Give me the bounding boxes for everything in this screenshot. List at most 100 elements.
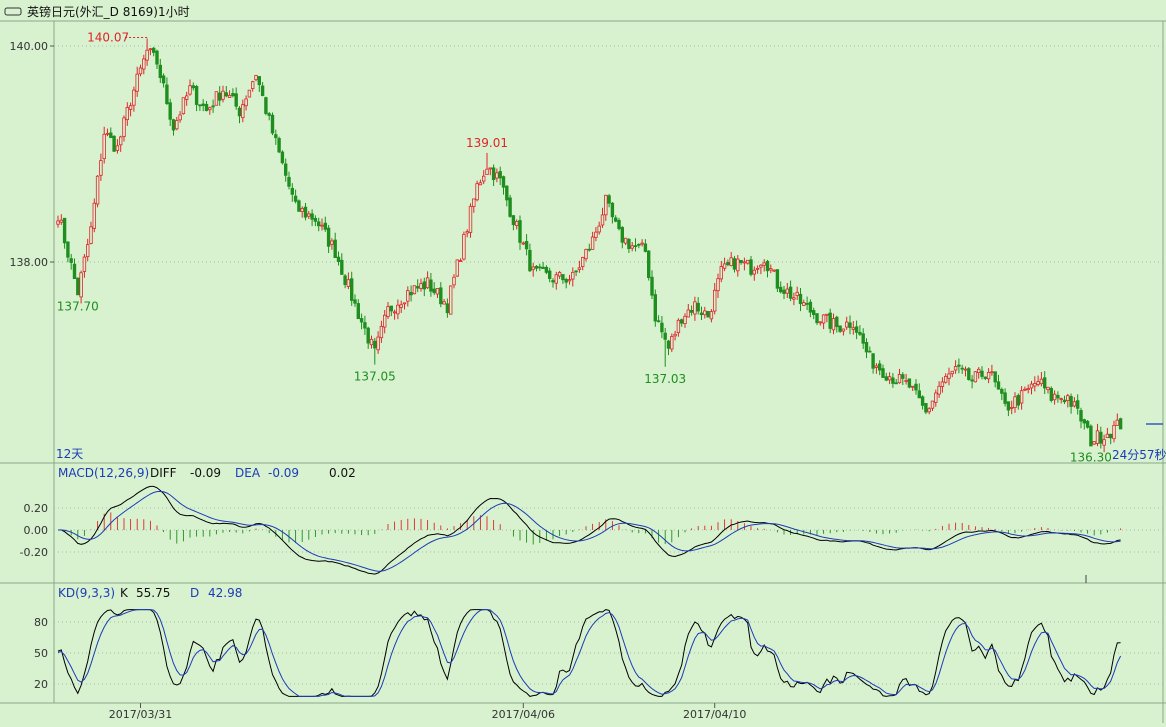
- candle-body: [303, 206, 308, 218]
- candle-body: [947, 373, 951, 379]
- candle-body: [452, 276, 456, 286]
- candle-body: [382, 314, 387, 328]
- candle-body: [237, 107, 242, 117]
- candle-body: [66, 241, 70, 258]
- candle: [752, 266, 756, 281]
- candle-body: [812, 310, 816, 315]
- candle: [310, 209, 314, 227]
- candle-body: [930, 400, 935, 409]
- candle-body: [524, 240, 529, 250]
- candle-body: [478, 182, 483, 186]
- candle: [719, 260, 723, 283]
- candle: [389, 305, 393, 317]
- candle-body: [904, 380, 908, 382]
- candle: [472, 198, 476, 213]
- candle: [897, 368, 902, 384]
- candle-body: [307, 213, 311, 217]
- candle: [795, 286, 799, 300]
- candle: [703, 306, 707, 319]
- link-icon[interactable]: [4, 7, 22, 16]
- candle: [934, 389, 938, 407]
- candle-body: [69, 258, 73, 263]
- candle-body: [244, 98, 248, 107]
- candle-body: [481, 175, 486, 182]
- candle: [1023, 386, 1027, 392]
- candle-body: [551, 280, 555, 283]
- candle: [66, 241, 70, 263]
- candle: [89, 221, 93, 245]
- candle: [864, 338, 869, 359]
- candle: [260, 82, 265, 97]
- candle-body: [148, 48, 153, 51]
- candle-body: [363, 322, 367, 329]
- candle-body: [557, 272, 562, 277]
- candle: [1043, 371, 1047, 395]
- candle: [171, 118, 176, 136]
- candle: [788, 280, 793, 302]
- candle-body: [752, 269, 756, 275]
- candle-body: [660, 322, 664, 333]
- macd-diff-value: -0.09: [190, 466, 221, 480]
- candle-body: [779, 286, 783, 293]
- candle: [62, 217, 67, 249]
- candle-body: [257, 76, 261, 86]
- candle: [802, 299, 806, 306]
- candle: [92, 198, 96, 233]
- candle: [307, 210, 311, 219]
- candle-body: [963, 368, 968, 371]
- candle-body: [448, 285, 453, 315]
- candle-body: [82, 256, 87, 272]
- candle-body: [89, 226, 93, 244]
- candle: [184, 91, 189, 106]
- candle-body: [1105, 433, 1110, 439]
- candle: [567, 274, 572, 285]
- candle: [369, 335, 374, 349]
- candle-body: [957, 364, 961, 367]
- candle-body: [158, 64, 162, 79]
- candle-body: [287, 176, 291, 187]
- candle: [765, 259, 770, 278]
- candle-body: [1029, 383, 1034, 389]
- candle: [960, 364, 964, 374]
- candle: [779, 281, 783, 294]
- candle-body: [432, 288, 436, 294]
- candle-body: [1089, 425, 1093, 447]
- candle: [76, 277, 80, 296]
- candle-body: [445, 303, 450, 314]
- candle-body: [960, 367, 964, 370]
- candle-body: [901, 374, 905, 379]
- candle: [402, 302, 407, 310]
- candle-body: [920, 396, 925, 406]
- candle: [911, 385, 915, 391]
- candle: [379, 320, 384, 343]
- candle: [739, 260, 743, 265]
- candle: [887, 372, 892, 385]
- bar-countdown: 24分57秒: [1112, 448, 1166, 462]
- candle-body: [369, 338, 374, 346]
- candle-body: [656, 320, 661, 323]
- candle: [419, 278, 423, 292]
- candle-body: [402, 302, 407, 305]
- candle-body: [851, 327, 855, 330]
- candle: [680, 318, 684, 327]
- low-annotation: 137.70: [57, 299, 99, 313]
- candle: [359, 313, 364, 330]
- candle: [967, 367, 971, 381]
- candle-body: [501, 176, 506, 188]
- candle: [343, 274, 347, 289]
- candle: [729, 251, 733, 267]
- candle: [488, 167, 492, 176]
- candle: [544, 265, 549, 275]
- candle-body: [145, 49, 149, 61]
- candle: [1118, 417, 1123, 430]
- kd-axis-label: 50: [34, 647, 48, 660]
- candle: [521, 241, 525, 246]
- candle: [148, 47, 153, 56]
- candle: [637, 243, 641, 249]
- candle-body: [689, 310, 694, 313]
- candle-body: [1076, 400, 1080, 409]
- kd-d-line: [57, 609, 1122, 697]
- candle: [709, 309, 714, 323]
- candle-body: [429, 279, 433, 292]
